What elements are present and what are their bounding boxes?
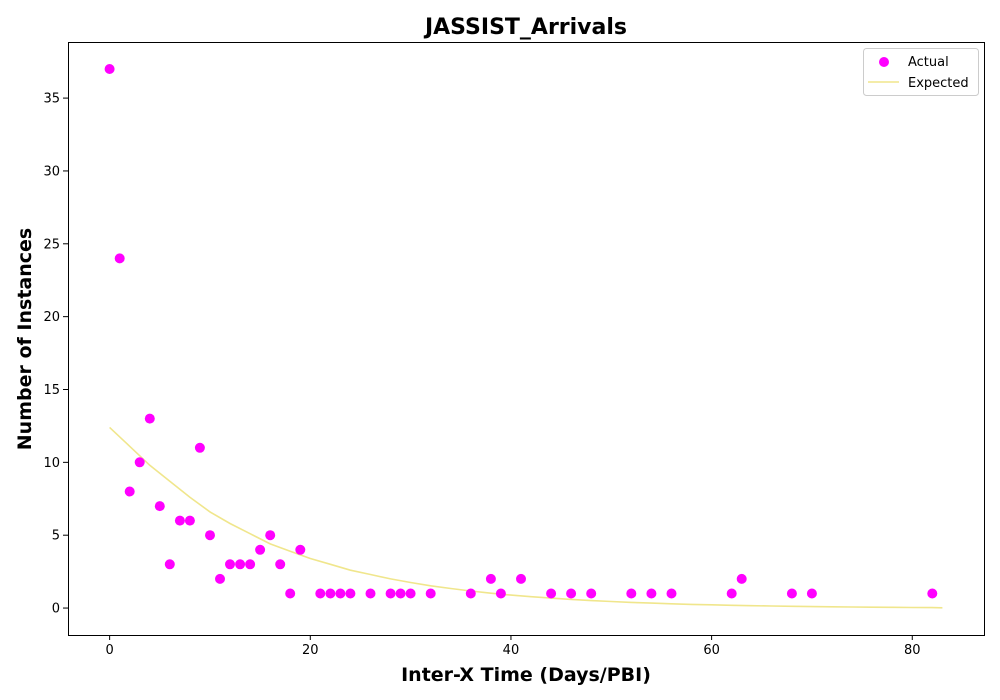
actual-point bbox=[104, 64, 115, 74]
y-tick-label: 0 bbox=[52, 602, 60, 617]
expected-series bbox=[109, 426, 943, 609]
legend-actual-label: Actual bbox=[908, 55, 949, 70]
legend-actual-marker bbox=[879, 57, 889, 67]
x-tick-label: 60 bbox=[703, 643, 720, 658]
x-axis-label: Inter-X Time (Days/PBI) bbox=[401, 664, 651, 686]
legend: Actual Expected bbox=[863, 48, 979, 96]
actual-point bbox=[395, 588, 406, 599]
chart-title: JASSIST_Arrivals bbox=[423, 15, 627, 40]
actual-point bbox=[586, 588, 597, 599]
actual-point bbox=[245, 559, 256, 570]
actual-point bbox=[786, 588, 797, 599]
actual-point bbox=[275, 559, 286, 570]
actual-point bbox=[385, 588, 396, 599]
y-tick-label: 5 bbox=[52, 529, 60, 544]
x-tick-label: 20 bbox=[302, 643, 319, 658]
actual-point bbox=[465, 588, 476, 599]
actual-point bbox=[546, 588, 557, 599]
y-axis-label: Number of Instances bbox=[14, 228, 36, 450]
actual-point bbox=[516, 573, 526, 584]
y-axis-ticks: 0 5 10 15 20 25 30 35 bbox=[43, 92, 68, 617]
actual-point bbox=[626, 588, 637, 599]
y-tick-label: 20 bbox=[43, 310, 60, 325]
actual-point bbox=[174, 515, 185, 526]
actual-point bbox=[124, 486, 135, 497]
actual-point bbox=[295, 544, 306, 555]
actual-point bbox=[425, 588, 436, 599]
actual-point bbox=[365, 588, 376, 599]
y-tick-label: 15 bbox=[43, 383, 60, 398]
actual-point bbox=[315, 588, 326, 599]
x-tick-label: 0 bbox=[105, 643, 113, 658]
actual-point bbox=[154, 501, 165, 512]
actual-point bbox=[144, 413, 155, 424]
actual-point bbox=[736, 573, 747, 584]
actual-point bbox=[235, 559, 246, 570]
y-tick-label: 25 bbox=[43, 237, 60, 252]
actual-point bbox=[646, 588, 657, 599]
actual-point bbox=[255, 544, 266, 555]
actual-point bbox=[164, 559, 175, 570]
actual-point bbox=[726, 588, 737, 599]
actual-point bbox=[134, 457, 145, 468]
actual-point bbox=[345, 588, 356, 599]
legend-expected-label: Expected bbox=[908, 76, 969, 91]
x-tick-label: 80 bbox=[904, 643, 921, 658]
x-axis-ticks: 0 20 40 60 80 bbox=[105, 635, 921, 658]
actual-point bbox=[806, 588, 817, 599]
actual-point bbox=[566, 588, 577, 599]
x-tick-label: 40 bbox=[503, 643, 520, 658]
plot-area bbox=[68, 42, 985, 636]
actual-point bbox=[495, 588, 506, 599]
actual-point bbox=[285, 588, 296, 599]
y-tick-label: 35 bbox=[43, 92, 60, 107]
y-tick-label: 30 bbox=[43, 164, 60, 179]
actual-point bbox=[205, 530, 215, 541]
actual-point bbox=[215, 573, 225, 584]
actual-point bbox=[225, 559, 235, 570]
actual-series bbox=[104, 64, 938, 599]
actual-point bbox=[325, 588, 336, 599]
legend-box bbox=[863, 48, 979, 96]
expected-line bbox=[109, 426, 943, 609]
y-tick-label: 10 bbox=[43, 456, 60, 471]
actual-point bbox=[184, 515, 195, 526]
actual-point bbox=[666, 588, 677, 599]
actual-point bbox=[335, 588, 346, 599]
actual-point bbox=[194, 442, 205, 453]
actual-point bbox=[485, 573, 496, 584]
actual-point bbox=[265, 530, 276, 541]
actual-point bbox=[114, 253, 125, 264]
actual-point bbox=[927, 588, 938, 599]
actual-point bbox=[405, 588, 416, 599]
